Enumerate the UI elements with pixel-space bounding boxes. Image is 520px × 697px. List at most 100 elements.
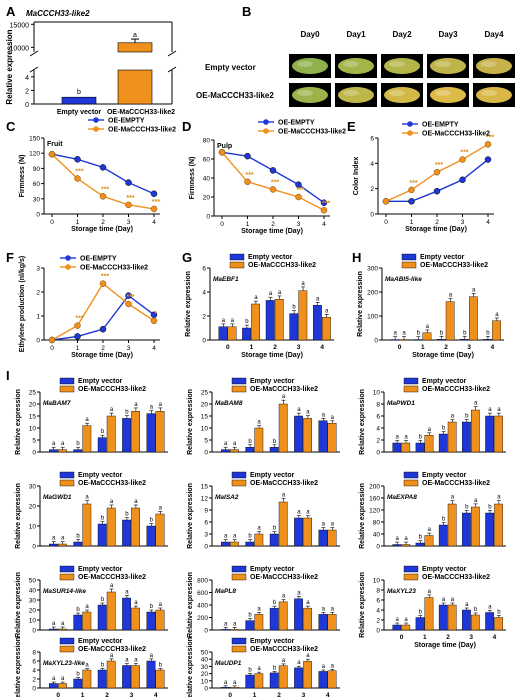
panel-a-axis-break [29,50,39,57]
panel-f-ytick-label: 2 [36,290,40,297]
panel-g-sig-letter: a [325,308,329,314]
panel-i7-ytick-label: 10 [29,618,37,625]
panel-f-data-point [150,317,158,325]
panel-f-data-point [99,280,107,287]
panel-i7-bar [122,597,132,631]
panel-e-data-point [408,198,415,205]
panel-i11-bar [327,670,337,689]
panel-i4-sig-letter: b [125,512,129,518]
panel-i8-bar [294,598,303,631]
panel-c-data-point [74,156,81,163]
panel-c-data-point [99,193,107,200]
panel-i11-bar [269,672,279,689]
panel-i1-ytick-label: 5 [32,438,36,445]
panel-i11-sig-letter: a [257,666,261,672]
panel-h-bar [436,339,446,341]
panel-e-xtick-label: 4 [486,219,490,226]
panel-i11-bar [229,687,239,689]
panel-i1-gene-label: MaBAM7 [43,400,71,407]
panel-i9-bar [415,617,425,631]
panel-i3-bar [424,435,434,453]
panel-i8-legend-swatch [231,565,247,573]
panel-h-xtick-label: 0 [398,344,402,351]
panel-i8-bar [229,629,239,631]
panel-f-data-point [48,336,56,344]
panel-i6-sig-letter: a [428,527,432,533]
panel-i6-sig-letter: a [404,536,408,542]
panel-i9-xtick-label: 0 [400,634,404,641]
panel-i8-bar [327,614,337,631]
panel-d-ytick-label: 80 [203,138,211,145]
panel-e-data-point [459,176,466,184]
panel-e-xtick-label: 2 [435,219,439,226]
panel-c-xlabel: Storage time (Day) [71,226,133,233]
panel-i1-legend-swatch [59,377,75,385]
panel-i11-sig-letter: a [282,658,286,664]
panel-i5-ytick-label: 9 [204,508,208,515]
panel-a-bar-oe-upper [117,42,153,53]
panel-i3-ytick-label: 10 [373,390,381,397]
panel-i2-sig-letter: a [282,394,286,400]
panel-i9-bar [494,617,503,631]
panel-i8-bar [318,614,328,631]
panel-i1-bar [58,449,67,453]
panel-i11-legend-label: Empty vector [250,638,295,645]
panel-i7-sig-letter: a [110,583,114,589]
panel-i7-sig-letter: b [101,597,105,603]
panel-i2-sig-letter: b [248,439,252,445]
panel-e-xlabel: Storage time (Day) [405,226,467,233]
panel-c-xtick-label: 2 [101,219,105,226]
panel-h-sig-letter: a [393,331,397,337]
panel-i1-ytick-label: 15 [29,414,37,421]
panel-i8-bar [278,601,288,631]
panel-i9-sig-letter: a [442,597,446,603]
panel-c-ytick-label: 90 [33,166,41,173]
panel-i4-bar [106,507,116,547]
panel-a-xcat-label: OE-MaCCCH33-like2 [107,109,175,116]
panel-i10-bar [155,669,165,689]
panel-g-sig-letter: b [245,319,249,325]
panel-i1-bar [146,413,156,453]
panel-i10-bar [82,669,92,689]
panel-i3-ytick-label: 4 [376,426,380,433]
panel-i5-ytick-label: 6 [204,520,208,527]
panel-c-inset-label: Fruit [47,141,63,148]
panel-h-legend-label: OE-MaCCCH33-like2 [420,262,488,269]
panel-i11-ytick-label: 0 [204,686,208,693]
panel-e-ytick-label: 0 [370,212,374,219]
panel-i7-ytick-label: 40 [29,588,37,595]
panel-i5-bar [245,541,255,547]
panel-i6-ytick-label: 120 [369,508,380,515]
panel-i3-ytick-label: 0 [376,450,380,457]
panel-i1-bar [155,411,165,453]
panel-c-xtick-label: 3 [127,219,131,226]
panel-i5-ytick-label: 0 [204,544,208,551]
banana-highlight [435,90,451,96]
panel-i2-bar [229,449,239,453]
panel-i3-legend-swatch [403,385,419,393]
panel-i1-sig-letter: a [150,405,154,411]
panel-c-legend-marker [93,126,99,132]
panel-h-bar [460,339,469,341]
panel-g-bar [298,290,308,341]
panel-i1-ytick-label: 0 [32,450,36,457]
panel-i5-sig-letter: a [224,534,228,540]
panel-f-data-point [74,333,81,340]
panel-g-sig-letter: b [292,305,296,311]
panel-e-ytick-label: 2 [370,186,374,193]
panel-i10-sig-letter: a [52,676,56,682]
panel-i4-sig-letter: a [159,505,163,511]
panel-f-ytick-label: 0 [36,338,40,345]
panel-d-significance-stars: *** [296,187,304,194]
panel-i7-legend-swatch [59,565,75,573]
panel-i9-bar [438,604,448,631]
panel-i2-sig-letter: a [297,407,301,413]
panel-i9-sig-letter: a [465,602,469,608]
panel-c-data-point [150,190,158,197]
panel-a-xcat-label: Empty vector [57,109,102,116]
panel-i4-legend-label: Empty vector [78,472,123,479]
panel-a-ytick-label: 15000 [10,22,30,29]
